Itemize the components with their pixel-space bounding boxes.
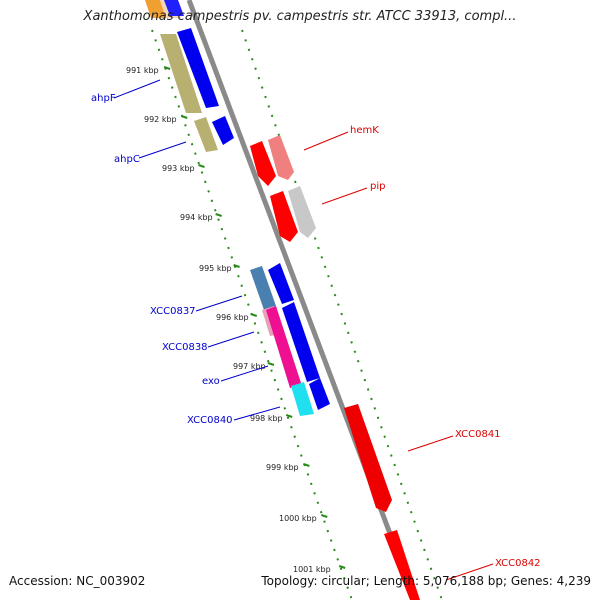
kbp-tick	[267, 362, 275, 366]
gene-label: XCC0840	[187, 415, 233, 426]
gene-feature-blue-3	[268, 263, 294, 304]
gene-pip-a	[270, 191, 298, 242]
gene-pip	[288, 186, 316, 238]
gene-label: ahpC	[114, 154, 140, 165]
summary-text: Topology: circular; Length: 5,076,188 bp…	[261, 574, 591, 588]
kbp-tick-label: 997 kbp	[233, 362, 266, 371]
accession-text: Accession: NC_003902	[9, 574, 146, 588]
outer-tick-track	[241, 29, 443, 600]
gene-label-leader	[321, 187, 368, 205]
gene-label: XCC0837	[150, 306, 196, 317]
gene-label-leader	[445, 563, 494, 581]
inner-tick-track	[151, 29, 353, 600]
kbp-tick-label: 992 kbp	[144, 115, 177, 124]
kbp-tick	[215, 213, 222, 217]
kbp-tick-label: 995 kbp	[199, 264, 232, 273]
gene-label-leader	[220, 365, 269, 382]
reverse-strand-genes	[145, 0, 330, 416]
gene-feature-orange	[145, 0, 166, 18]
gene-label: hemK	[350, 125, 379, 136]
kbp-labels: 991 kbp 992 kbp 993 kbp 994 kbp 995 kbp 996 k…	[126, 66, 331, 574]
gene-label: ahpF	[91, 93, 116, 104]
right-gene-labels: hemK pip XCC0841 XCC0842	[303, 125, 541, 581]
gene-XCC0837	[250, 266, 276, 310]
kbp-tick	[180, 115, 188, 119]
gene-label: exo	[202, 376, 220, 387]
gene-label-leader	[303, 131, 349, 151]
kbp-tick-label: 1001 kbp	[293, 565, 331, 574]
gene-label-leader	[113, 79, 161, 99]
kbp-tick	[285, 414, 293, 418]
gene-label-leader	[407, 435, 454, 452]
kbp-tick-label: 994 kbp	[180, 213, 213, 222]
gene-feature-blue-top	[164, 0, 184, 16]
kbp-tick	[320, 514, 328, 518]
forward-strand-genes	[250, 135, 420, 600]
kbp-tick-label: 991 kbp	[126, 66, 159, 75]
gene-feature-blue-2	[212, 116, 234, 145]
gene-label: XCC0841	[455, 429, 501, 440]
gene-feature-blue-1	[177, 28, 219, 108]
gene-XCC0842	[384, 530, 420, 600]
gene-hemK-a	[250, 141, 276, 186]
gene-XCC0840	[291, 382, 314, 416]
gene-feature-blue-4	[282, 302, 320, 382]
kbp-tick-marks	[163, 66, 346, 569]
map-title: Xanthomonas campestris pv. campestris st…	[83, 9, 517, 24]
gene-XCC0841	[344, 404, 392, 512]
kbp-tick	[233, 264, 240, 268]
kbp-tick	[338, 565, 346, 569]
gene-feature-blue-5	[309, 378, 330, 410]
gene-label: pip	[370, 181, 385, 192]
gene-label: XCC0838	[162, 342, 208, 353]
kbp-tick	[250, 313, 258, 317]
kbp-tick-label: 998 kbp	[250, 414, 283, 423]
kbp-tick	[163, 66, 171, 70]
gene-hemK	[268, 135, 294, 180]
gene-label-leader	[207, 331, 255, 348]
kbp-tick-label: 1000 kbp	[279, 514, 317, 523]
kbp-tick	[303, 463, 310, 467]
gene-label: XCC0842	[495, 558, 541, 569]
gene-ahpC	[194, 117, 218, 152]
kbp-tick	[198, 164, 205, 168]
gene-label-leader	[195, 295, 243, 312]
left-gene-labels: ahpF ahpC XCC0837 XCC0838 exo XCC0840	[91, 79, 281, 426]
kbp-tick-label: 996 kbp	[216, 313, 249, 322]
gene-ahpF	[160, 34, 202, 113]
gene-label-leader	[233, 406, 281, 421]
gene-label-leader	[138, 141, 187, 159]
kbp-tick-label: 999 kbp	[266, 463, 299, 472]
gene-XCC0838	[266, 306, 302, 388]
kbp-tick-label: 993 kbp	[162, 164, 195, 173]
